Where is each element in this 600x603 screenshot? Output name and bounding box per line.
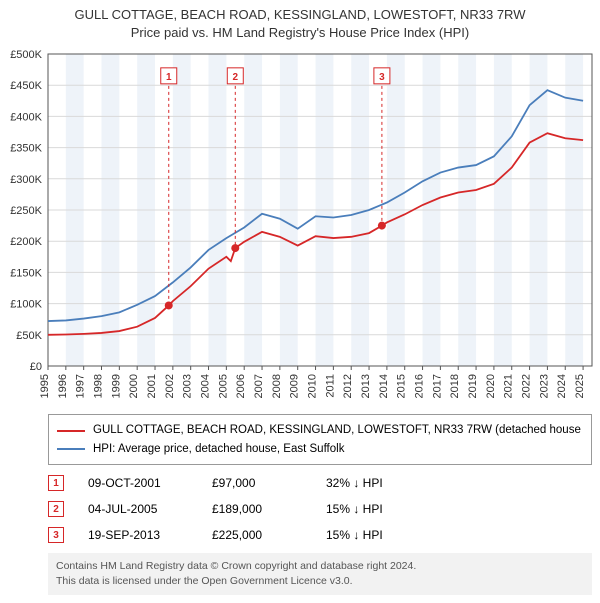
svg-text:1: 1 <box>166 72 172 83</box>
svg-text:2024: 2024 <box>556 374 568 398</box>
title-subtitle: Price paid vs. HM Land Registry's House … <box>0 24 600 42</box>
events-table: 1 09-OCT-2001 £97,000 32% ↓ HPI 2 04-JUL… <box>48 475 592 543</box>
event-price: £225,000 <box>212 528 302 542</box>
svg-text:2013: 2013 <box>360 374 372 398</box>
svg-text:£50K: £50K <box>16 330 42 342</box>
svg-text:1998: 1998 <box>93 374 105 398</box>
event-date: 04-JUL-2005 <box>88 502 188 516</box>
event-date: 19-SEP-2013 <box>88 528 188 542</box>
event-row: 1 09-OCT-2001 £97,000 32% ↓ HPI <box>48 475 592 491</box>
svg-text:2022: 2022 <box>521 374 533 398</box>
chart-legend: GULL COTTAGE, BEACH ROAD, KESSINGLAND, L… <box>48 414 592 465</box>
svg-text:2008: 2008 <box>271 374 283 398</box>
svg-text:2010: 2010 <box>307 374 319 398</box>
svg-text:2007: 2007 <box>253 374 265 398</box>
event-marker-icon: 2 <box>48 501 64 517</box>
svg-text:£100K: £100K <box>10 299 42 311</box>
svg-text:£500K: £500K <box>10 49 42 61</box>
event-diff: 15% ↓ HPI <box>326 502 426 516</box>
chart-plot: £0 £50K £100K £150K £200K £250K £300K £350K £400… <box>0 46 600 406</box>
chart-title-block: GULL COTTAGE, BEACH ROAD, KESSINGLAND, L… <box>0 0 600 46</box>
event-marker-icon: 3 <box>48 527 64 543</box>
event-diff: 32% ↓ HPI <box>326 476 426 490</box>
svg-text:£250K: £250K <box>10 205 42 217</box>
legend-label: GULL COTTAGE, BEACH ROAD, KESSINGLAND, L… <box>93 421 581 439</box>
attribution-line: This data is licensed under the Open Gov… <box>56 574 584 589</box>
svg-text:2017: 2017 <box>431 374 443 398</box>
event-marker-icon: 1 <box>48 475 64 491</box>
svg-text:2000: 2000 <box>128 374 140 398</box>
svg-text:2021: 2021 <box>503 374 515 398</box>
svg-text:£200K: £200K <box>10 237 42 249</box>
event-date: 09-OCT-2001 <box>88 476 188 490</box>
svg-text:2004: 2004 <box>200 374 212 398</box>
price-chart-container: GULL COTTAGE, BEACH ROAD, KESSINGLAND, L… <box>0 0 600 595</box>
svg-text:£300K: £300K <box>10 174 42 186</box>
title-address: GULL COTTAGE, BEACH ROAD, KESSINGLAND, L… <box>0 6 600 24</box>
legend-item: GULL COTTAGE, BEACH ROAD, KESSINGLAND, L… <box>57 421 583 439</box>
svg-text:2020: 2020 <box>485 374 497 398</box>
svg-text:2003: 2003 <box>182 374 194 398</box>
svg-text:£0: £0 <box>30 361 42 373</box>
legend-swatch <box>57 448 85 450</box>
svg-text:1995: 1995 <box>39 374 51 398</box>
svg-text:£150K: £150K <box>10 268 42 280</box>
svg-text:1997: 1997 <box>75 374 87 398</box>
svg-text:2015: 2015 <box>396 374 408 398</box>
svg-text:2018: 2018 <box>449 374 461 398</box>
event-diff: 15% ↓ HPI <box>326 528 426 542</box>
chart-svg: £0 £50K £100K £150K £200K £250K £300K £350K £400… <box>0 46 600 406</box>
svg-text:£450K: £450K <box>10 81 42 93</box>
event-price: £97,000 <box>212 476 302 490</box>
legend-swatch <box>57 430 85 432</box>
svg-text:£400K: £400K <box>10 112 42 124</box>
svg-text:2: 2 <box>232 72 238 83</box>
svg-text:2005: 2005 <box>217 374 229 398</box>
event-price: £189,000 <box>212 502 302 516</box>
svg-text:2019: 2019 <box>467 374 479 398</box>
attribution-line: Contains HM Land Registry data © Crown c… <box>56 559 584 574</box>
svg-text:1999: 1999 <box>110 374 122 398</box>
svg-text:2012: 2012 <box>342 374 354 398</box>
svg-text:2006: 2006 <box>235 374 247 398</box>
legend-label: HPI: Average price, detached house, East… <box>93 440 344 458</box>
attribution-box: Contains HM Land Registry data © Crown c… <box>48 553 592 594</box>
event-row: 3 19-SEP-2013 £225,000 15% ↓ HPI <box>48 527 592 543</box>
svg-text:1996: 1996 <box>57 374 69 398</box>
svg-text:2023: 2023 <box>538 374 550 398</box>
svg-text:3: 3 <box>379 72 385 83</box>
svg-text:2009: 2009 <box>289 374 301 398</box>
svg-text:2001: 2001 <box>146 374 158 398</box>
svg-text:2011: 2011 <box>324 374 336 398</box>
event-row: 2 04-JUL-2005 £189,000 15% ↓ HPI <box>48 501 592 517</box>
legend-item: HPI: Average price, detached house, East… <box>57 440 583 458</box>
svg-text:2016: 2016 <box>414 374 426 398</box>
svg-text:2014: 2014 <box>378 374 390 398</box>
svg-text:2002: 2002 <box>164 374 176 398</box>
svg-text:£350K: £350K <box>10 143 42 155</box>
svg-text:2025: 2025 <box>574 374 586 398</box>
